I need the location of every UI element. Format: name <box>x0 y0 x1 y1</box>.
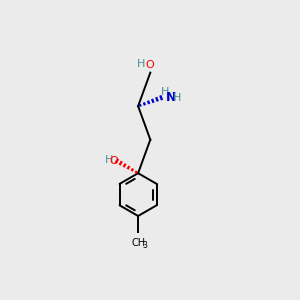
Text: O: O <box>110 156 118 166</box>
Text: H: H <box>105 155 113 165</box>
Text: H: H <box>160 87 169 97</box>
Text: N: N <box>166 91 176 103</box>
Text: 3: 3 <box>142 241 147 250</box>
Text: O: O <box>145 60 154 70</box>
Text: H: H <box>172 94 181 103</box>
Text: CH: CH <box>131 238 145 248</box>
Text: H: H <box>137 59 146 69</box>
